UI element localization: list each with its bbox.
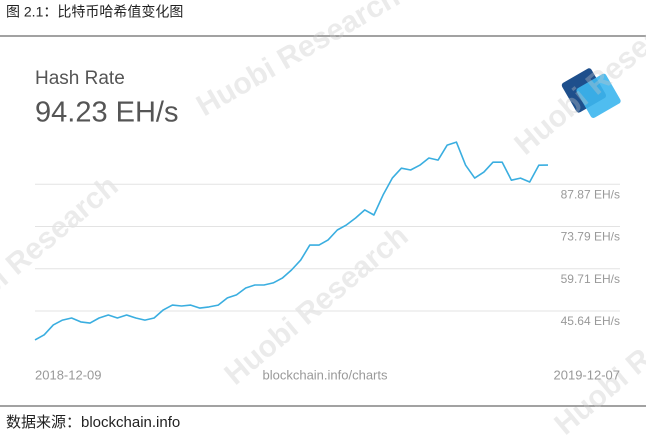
chart-subtitle: 94.23 EH/s bbox=[35, 97, 178, 129]
watermark: Huobi Research bbox=[548, 269, 646, 440]
logo bbox=[561, 68, 621, 118]
y-tick-label: 73.79 EH/s bbox=[561, 230, 620, 244]
caption: 图 2.1：比特币哈希值变化图 bbox=[6, 4, 183, 20]
x-tick-label: 2019-12-07 bbox=[554, 367, 621, 382]
data-line bbox=[34, 141, 549, 341]
source: blockchain.info/charts bbox=[262, 367, 388, 382]
watermark: Huobi Research bbox=[191, 0, 405, 123]
chart-title: Hash Rate bbox=[35, 68, 125, 89]
watermark: Huobi Research bbox=[508, 0, 646, 161]
y-tick-label: 87.87 EH/s bbox=[561, 187, 620, 201]
x-tick-label: 2018-12-09 bbox=[35, 367, 102, 382]
y-tick-label: 45.64 EH/s bbox=[561, 314, 620, 328]
y-tick-label: 59.71 EH/s bbox=[561, 272, 620, 286]
footer: 数据来源：blockchain.info bbox=[6, 414, 180, 431]
